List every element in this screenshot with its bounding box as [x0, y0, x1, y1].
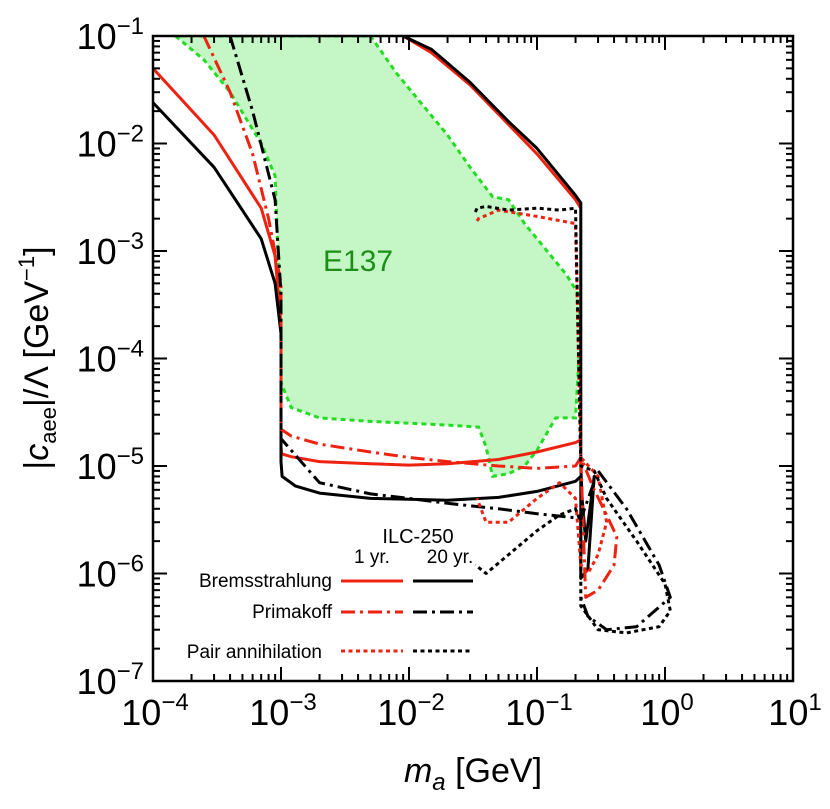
x-tick-label-base: 10	[768, 692, 808, 733]
y-tick-label: 10−7	[77, 658, 144, 702]
x-tick-label-base: 10	[505, 692, 545, 733]
legend-header: ILC-250	[382, 526, 453, 548]
x-tick-label-base: 10	[249, 692, 289, 733]
y-tick-label-base: 10	[77, 231, 117, 272]
x-tick-label-exp: −3	[289, 689, 316, 716]
x-axis-title: ma [GeV]	[404, 752, 542, 796]
tick-labels: 10−4 10−3 10−2 10−1 100 10110−710−610−510−410…	[77, 13, 822, 733]
x-tick-label-exp: −1	[545, 689, 572, 716]
y-axis-title: |caee|/Λ [GeV−1]	[14, 246, 61, 469]
x-tick-label: 10−3	[249, 689, 316, 733]
y-tick-label-exp: −2	[117, 121, 144, 148]
y-tick-label: 10−4	[77, 336, 144, 380]
x-tick-label: 10−1	[505, 689, 572, 733]
plot-frame	[151, 34, 795, 683]
y-tick-label-base: 10	[77, 554, 117, 595]
x-tick-label: 10−4	[121, 689, 188, 733]
legend-swatches	[341, 579, 473, 653]
y-tick-label-base: 10	[77, 16, 117, 57]
y-tick-label: 10−3	[77, 228, 144, 272]
legend: ILC-250 1 yr. 20 yr. Bremsstrahlung Prim…	[187, 526, 473, 663]
y-tick-label-base: 10	[77, 661, 117, 702]
bremsstrahlung-high-edge-20-yr-line	[402, 36, 596, 580]
y-axis-end: ]	[18, 246, 56, 255]
y-tick-label-exp: −3	[117, 228, 144, 255]
y-tick-label-base: 10	[77, 339, 117, 380]
series-lines	[153, 36, 672, 635]
pair-annihilation-1-yr-line	[475, 208, 609, 575]
bremsstrahlung-1-yr-line	[153, 67, 582, 467]
y-tick-label-exp: −1	[117, 13, 144, 40]
legend-label-bremsstrahlung: Bremsstrahlung	[199, 571, 332, 592]
x-tick-label-exp: 1	[808, 689, 821, 716]
y-tick-label: 10−6	[77, 551, 144, 595]
x-tick-label: 10−2	[377, 689, 444, 733]
x-tick-label-exp: −4	[161, 689, 188, 716]
x-tick-label-base: 10	[121, 692, 161, 733]
x-axis-sub: a	[432, 769, 445, 796]
y-tick-label-base: 10	[77, 124, 117, 165]
x-tick-label-exp: 0	[680, 689, 693, 716]
x-tick-label: 101	[768, 689, 821, 733]
x-tick-label-base: 10	[377, 692, 417, 733]
y-tick-label-exp: −5	[117, 443, 144, 470]
y-tick-label-exp: −7	[117, 658, 144, 685]
primakoff-20-yr-line	[228, 36, 672, 632]
y-axis-sub: aee	[36, 407, 61, 444]
y-axis-sup: −1	[14, 256, 39, 281]
legend-label-primakoff: Primakoff	[252, 602, 333, 623]
bremsstrahlung-20-yr-line	[153, 101, 582, 502]
y-tick-label-base: 10	[77, 446, 117, 487]
x-axis-var: m	[404, 752, 432, 790]
y-axis-post: |/Λ [GeV	[18, 281, 56, 407]
x-tick-label-base: 10	[640, 692, 680, 733]
bremsstrahlung-high-edge-1-yr-line	[402, 36, 583, 209]
x-tick-label: 100	[640, 689, 693, 733]
e137-region-label: E137	[323, 245, 393, 278]
y-tick-label: 10−5	[77, 443, 144, 487]
y-axis-pre: |	[18, 461, 56, 470]
pair-annihilation-20-yr-line	[474, 204, 672, 635]
x-axis-unit: [GeV]	[446, 752, 542, 790]
legend-label-pair-annihilation: Pair annihilation	[187, 642, 322, 663]
y-axis-var: c	[18, 444, 56, 461]
x-tick-label-exp: −2	[417, 689, 444, 716]
y-tick-label-exp: −4	[117, 336, 144, 363]
y-tick-label-exp: −6	[117, 551, 144, 578]
legend-col-20yr: 20 yr.	[427, 547, 473, 568]
y-tick-label: 10−2	[77, 121, 144, 165]
legend-col-1yr: 1 yr.	[354, 547, 390, 568]
y-tick-label: 10−1	[77, 13, 144, 57]
primakoff-1-yr-line	[202, 36, 619, 599]
